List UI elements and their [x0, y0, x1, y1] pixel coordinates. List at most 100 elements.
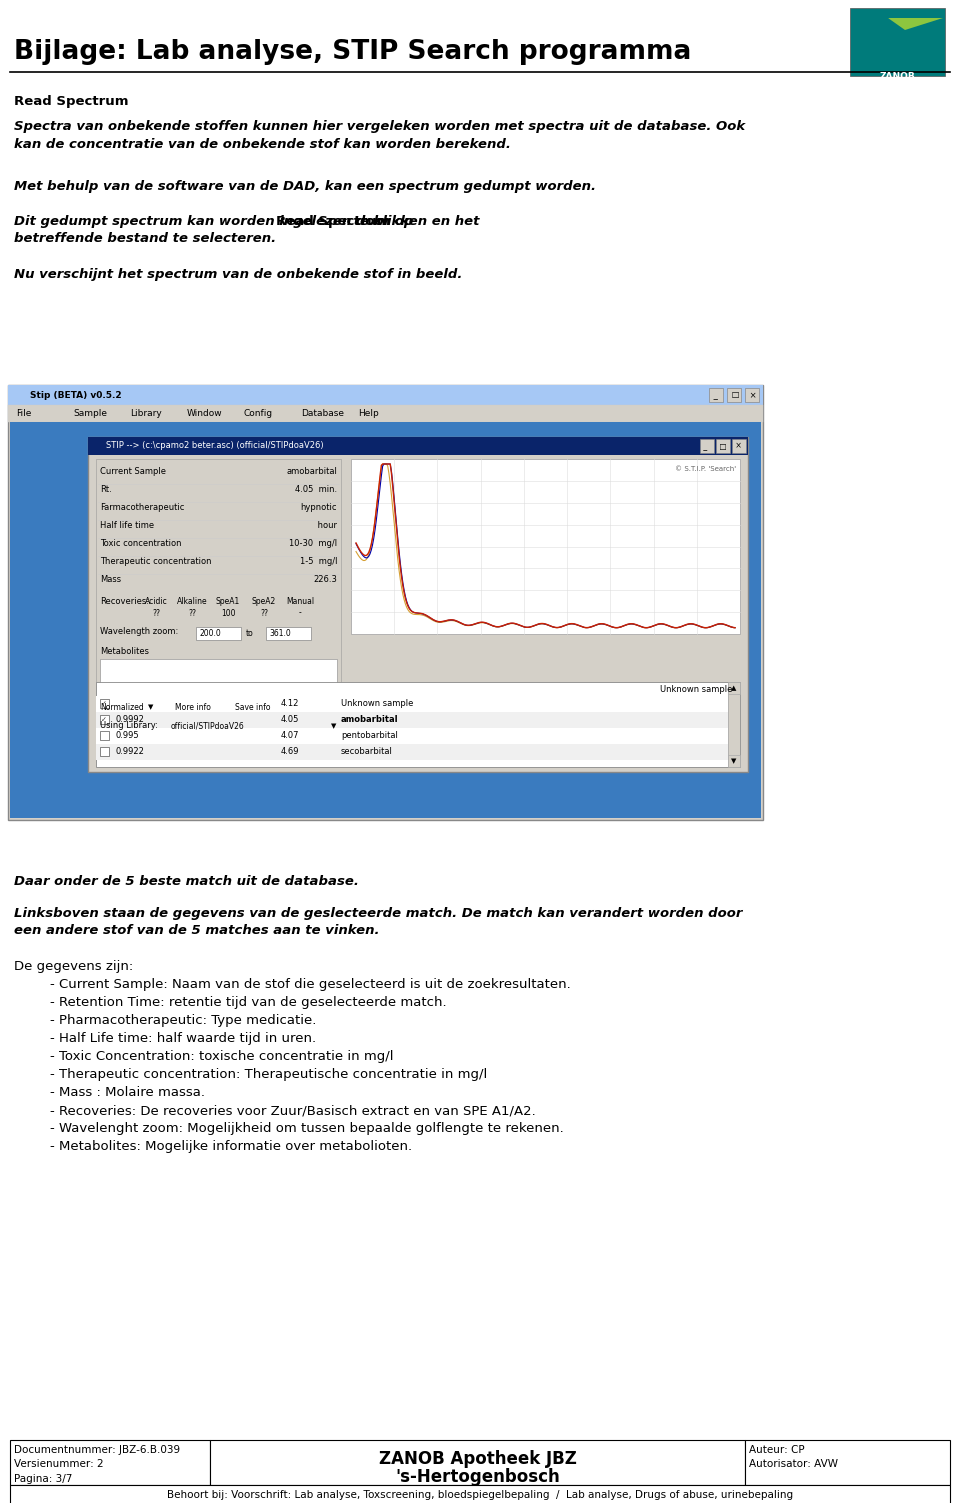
Text: - Half Life time: half waarde tijd in uren.: - Half Life time: half waarde tijd in ur… [50, 1033, 316, 1045]
Text: 's-Hertogenbosch: 's-Hertogenbosch [396, 1468, 560, 1486]
Text: Mass: Mass [100, 576, 121, 585]
Bar [209, 735, 215, 738]
Text: 4.07: 4.07 [281, 732, 300, 741]
Bar [226, 699, 281, 714]
Text: Normalized: Normalized [100, 702, 144, 711]
Bar [100, 747, 109, 756]
Bar [225, 718, 231, 721]
Text: Alkaline: Alkaline [177, 598, 207, 607]
Text: Wavelength zoom:: Wavelength zoom: [100, 627, 179, 636]
Text: 4.05  min.: 4.05 min. [295, 485, 337, 494]
Text: File: File [16, 409, 32, 418]
Text: More info: More info [175, 702, 211, 711]
Bar [241, 703, 247, 706]
Bar [217, 735, 223, 738]
Circle shape [12, 389, 22, 400]
Text: Unknown sample: Unknown sample [341, 699, 414, 708]
Text: secobarbital: secobarbital [341, 747, 393, 756]
Bar [233, 718, 239, 721]
Bar [850, 8, 945, 77]
Bar [100, 715, 109, 724]
Text: ??: ?? [188, 609, 196, 618]
Text: Read Spectrum: Read Spectrum [276, 215, 391, 228]
Text: 100: 100 [221, 609, 235, 618]
Text: Farmacotherapeutic: Farmacotherapeutic [100, 504, 184, 513]
Text: Spectra van onbekende stoffen kunnen hier vergeleken worden met spectra uit de d: Spectra van onbekende stoffen kunnen hie… [14, 120, 745, 150]
Bar [241, 718, 247, 721]
Bar [96, 682, 740, 767]
Bar [161, 752, 167, 755]
Text: ▼: ▼ [148, 703, 154, 709]
Text: - Recoveries: De recoveries voor Zuur/Basisch extract en van SPE A1/A2.: - Recoveries: De recoveries voor Zuur/Ba… [50, 1105, 536, 1117]
Text: Toxic concentration: Toxic concentration [100, 540, 181, 549]
Text: STIP --> (c:\cpamo2 beter.asc) (official/STIPdoaV26): STIP --> (c:\cpamo2 beter.asc) (official… [106, 442, 324, 451]
Bar [196, 627, 241, 640]
Text: hour: hour [315, 522, 337, 531]
Bar [728, 682, 740, 767]
Bar [233, 735, 239, 738]
Bar [700, 439, 714, 452]
Bar [249, 718, 255, 721]
Bar [225, 735, 231, 738]
Bar [249, 735, 255, 738]
Text: ZANOB Apotheek JBZ: ZANOB Apotheek JBZ [378, 1450, 576, 1468]
Bar [209, 752, 215, 755]
Text: hypnotic: hypnotic [300, 504, 337, 513]
Bar [193, 752, 199, 755]
Text: official/STIPdoaV26: official/STIPdoaV26 [171, 721, 245, 730]
Bar [201, 752, 207, 755]
Text: □: □ [717, 442, 727, 451]
Text: 4.05: 4.05 [281, 715, 300, 724]
Text: Documentnummer: JBZ-6.B.039
Versienummer: 2
Pagina: 3/7: Documentnummer: JBZ-6.B.039 Versienummer… [14, 1444, 180, 1483]
Bar [209, 703, 215, 706]
Bar [249, 703, 255, 706]
Text: Recoveries:: Recoveries: [100, 598, 149, 607]
Bar [185, 718, 191, 721]
Bar [169, 752, 175, 755]
Text: ▼: ▼ [732, 758, 736, 764]
Text: SpeA2: SpeA2 [252, 598, 276, 607]
Text: □: □ [729, 391, 739, 400]
Bar [8, 385, 763, 821]
Text: Manual: Manual [286, 598, 314, 607]
Bar [10, 1485, 950, 1503]
Text: ??: ?? [152, 609, 160, 618]
Bar [10, 422, 761, 818]
Text: Daar onder de 5 beste match uit de database.: Daar onder de 5 beste match uit de datab… [14, 875, 359, 888]
Bar [100, 658, 337, 724]
Bar [241, 752, 247, 755]
Bar [351, 458, 740, 634]
Text: amobarbital: amobarbital [341, 715, 398, 724]
Text: - Pharmacotherapeutic: Type medicatie.: - Pharmacotherapeutic: Type medicatie. [50, 1015, 317, 1027]
Bar [193, 735, 199, 738]
Text: to: to [246, 630, 253, 639]
Text: pentobarbital: pentobarbital [341, 732, 397, 741]
Bar [177, 703, 183, 706]
Text: Bijlage: Lab analyse, STIP Search programma: Bijlage: Lab analyse, STIP Search progra… [14, 39, 691, 65]
Text: - Therapeutic concentration: Therapeutische concentratie in mg/l: - Therapeutic concentration: Therapeutis… [50, 1069, 488, 1081]
Bar [96, 696, 728, 712]
Bar [201, 703, 207, 706]
Bar [169, 718, 175, 721]
Bar [193, 718, 199, 721]
Text: 226.3: 226.3 [313, 576, 337, 585]
Text: ✓: ✓ [101, 717, 107, 723]
Text: _: _ [701, 442, 708, 451]
Text: Unknown sample: Unknown sample [660, 685, 732, 694]
Bar [185, 735, 191, 738]
Bar [709, 388, 723, 401]
Text: 1-5  mg/l: 1-5 mg/l [300, 558, 337, 567]
Bar [88, 437, 748, 773]
Bar [161, 703, 167, 706]
Text: amobarbital: amobarbital [286, 467, 337, 476]
Bar [8, 385, 763, 404]
Bar [185, 703, 191, 706]
Text: Stip (BETA) v0.5.2: Stip (BETA) v0.5.2 [30, 391, 122, 400]
Bar [166, 699, 221, 714]
Polygon shape [888, 18, 945, 53]
Bar [266, 627, 311, 640]
Text: 10-30  mg/l: 10-30 mg/l [289, 540, 337, 549]
Bar [716, 439, 730, 452]
Bar [168, 718, 335, 733]
Text: Auteur: CP
Autorisator: AVW: Auteur: CP Autorisator: AVW [749, 1444, 838, 1470]
